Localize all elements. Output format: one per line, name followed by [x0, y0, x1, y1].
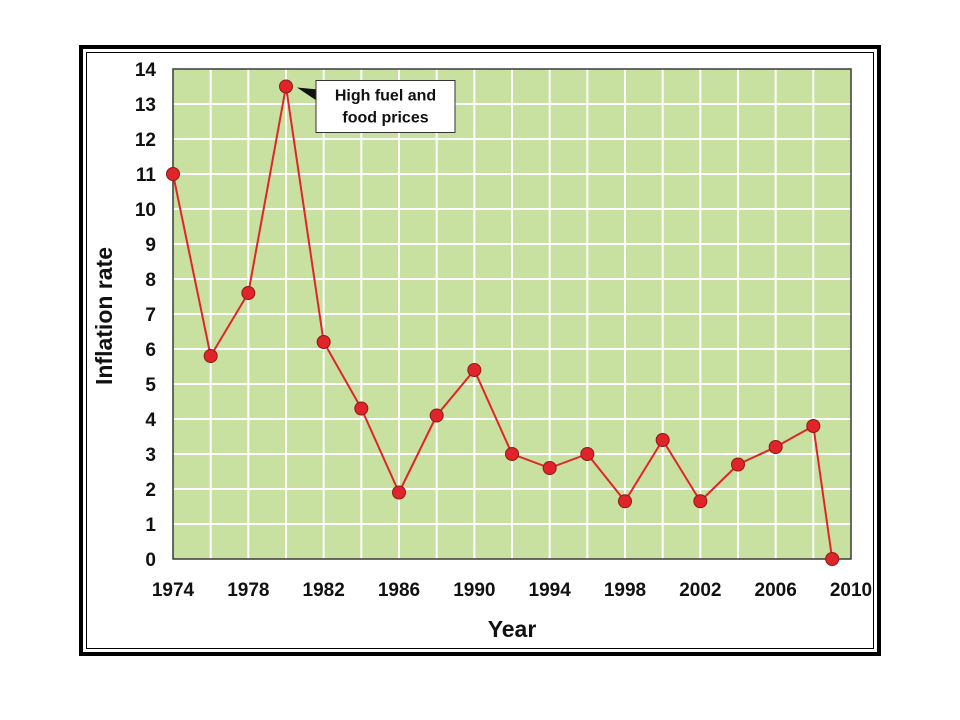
x-axis-title: Year — [488, 616, 537, 642]
x-tick-label: 1978 — [227, 580, 269, 601]
figure-inner-frame — [86, 52, 874, 649]
data-point — [166, 167, 180, 181]
y-tick-label: 5 — [145, 375, 156, 396]
series-layer — [166, 79, 840, 566]
data-point — [354, 401, 369, 416]
x-tick-label: 1994 — [529, 580, 572, 601]
data-point — [429, 408, 444, 423]
y-tick-label: 11 — [136, 165, 157, 186]
x-tick-label: 2006 — [755, 580, 797, 601]
data-point — [580, 447, 595, 461]
data-point — [768, 440, 783, 454]
y-tick-label: 14 — [135, 60, 157, 81]
callout-text-line: food prices — [342, 110, 428, 127]
data-point — [505, 447, 519, 461]
x-tick-label: 1982 — [303, 580, 345, 601]
y-tick-label: 2 — [145, 480, 156, 501]
x-tick-label: 1990 — [453, 580, 495, 601]
data-point — [241, 286, 256, 300]
x-tick-label: 1974 — [152, 580, 195, 601]
y-tick-label: 4 — [145, 410, 156, 431]
data-point — [655, 433, 670, 447]
grid-lines — [173, 69, 851, 559]
y-tick-label: 6 — [145, 340, 156, 361]
y-tick-label: 12 — [135, 130, 156, 151]
y-tick-label: 3 — [145, 445, 156, 466]
data-point — [693, 494, 708, 509]
annotation-layer: High fuel and food prices — [297, 80, 456, 133]
data-point — [392, 485, 406, 500]
y-tick-label: 13 — [135, 95, 156, 116]
x-tick-label: 2010 — [830, 580, 872, 601]
x-tick-label: 2002 — [679, 580, 721, 601]
y-tick-label: 9 — [145, 235, 156, 256]
data-point — [279, 79, 293, 94]
y-tick-label: 10 — [135, 200, 156, 221]
data-point — [203, 349, 218, 363]
x-axis-ticks: 1974 1978 1982 1986 1990 1994 1998 2002 2006 2010 — [152, 580, 872, 601]
callout-pointer — [297, 87, 318, 102]
y-tick-label: 8 — [145, 270, 156, 291]
x-tick-label: 1998 — [604, 580, 646, 601]
data-point — [316, 335, 331, 349]
y-tick-label: 1 — [145, 515, 156, 536]
data-point — [825, 552, 840, 566]
data-point — [806, 419, 821, 433]
y-axis-title: Inflation rate — [91, 247, 117, 385]
data-point — [731, 457, 745, 472]
y-tick-label: 7 — [145, 305, 156, 326]
plot-border — [172, 68, 852, 560]
x-tick-label: 1986 — [378, 580, 420, 601]
data-point — [542, 461, 557, 475]
data-point — [618, 494, 632, 509]
callout-text-line: High fuel and — [335, 88, 436, 105]
callout-box — [315, 80, 456, 133]
data-point — [467, 363, 482, 377]
y-tick-label: 0 — [145, 550, 156, 571]
